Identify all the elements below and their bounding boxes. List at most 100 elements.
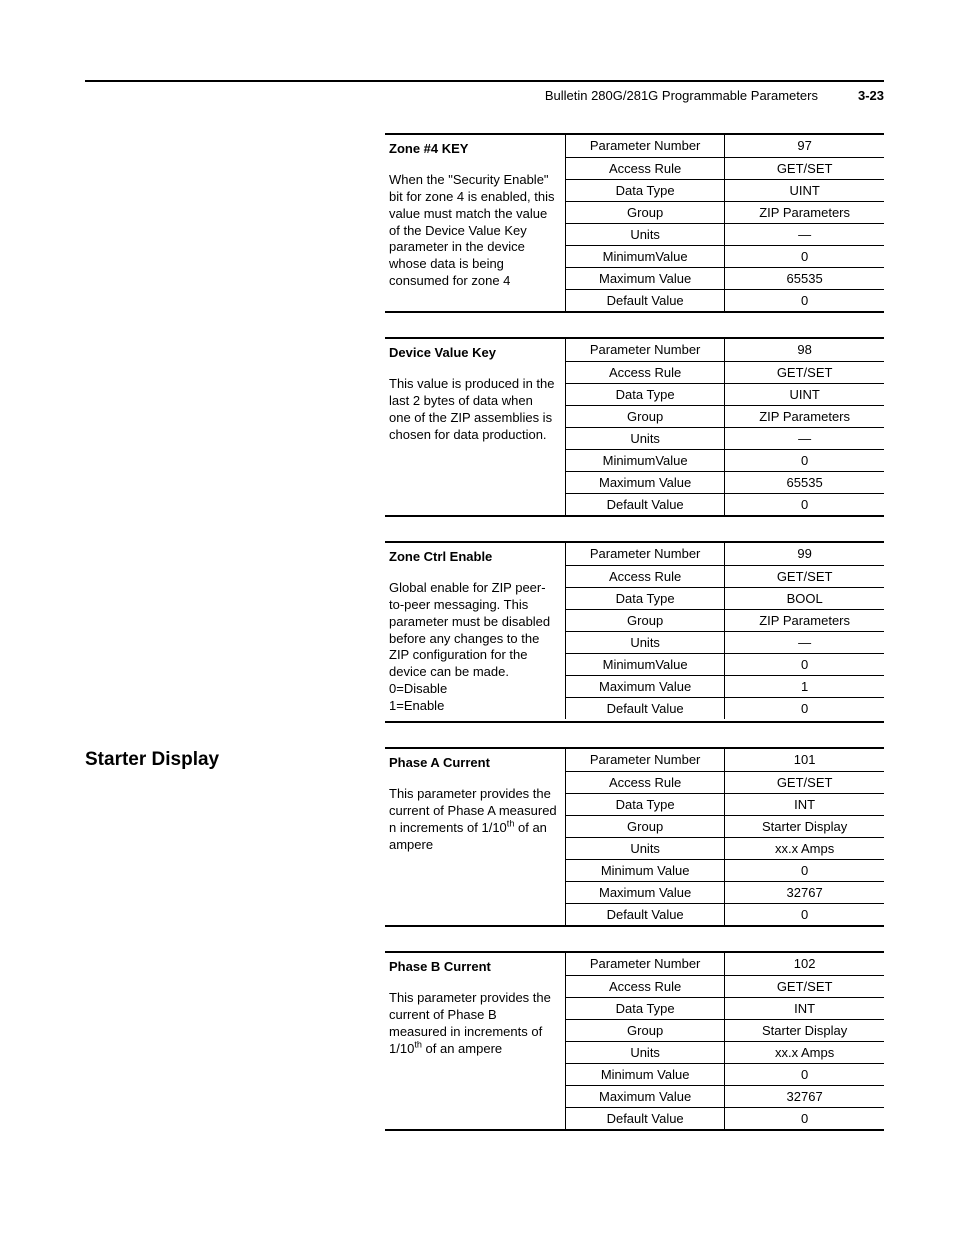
row-value: GET/SET — [725, 771, 884, 793]
row-label: Units — [566, 1041, 725, 1063]
table-row: Access RuleGET/SET — [566, 361, 885, 383]
row-label: Group — [566, 1019, 725, 1041]
table-row: Parameter Number99 — [566, 543, 885, 565]
table-row: Access RuleGET/SET — [566, 157, 885, 179]
row-label: Group — [566, 201, 725, 223]
row-label: Parameter Number — [566, 339, 725, 361]
row-label: Group — [566, 405, 725, 427]
row-label: Units — [566, 427, 725, 449]
row-value: 0 — [725, 1107, 884, 1129]
table-row: Default Value0 — [566, 903, 885, 925]
table-row: Maximum Value32767 — [566, 881, 885, 903]
row-value: 1 — [725, 675, 884, 697]
table-row: Default Value0 — [566, 697, 885, 719]
row-label: Default Value — [566, 903, 725, 925]
table-row: GroupZIP Parameters — [566, 609, 885, 631]
param-row: Zone #4 KEY When the "Security Enable" bi… — [85, 133, 884, 313]
param-table: Parameter Number102Access RuleGET/SETDat… — [565, 953, 884, 1129]
row-value: UINT — [725, 383, 884, 405]
table-row: Minimum Value0 — [566, 1063, 885, 1085]
param-desc-body: When the "Security Enable" bit for zone … — [389, 172, 557, 290]
table-row: GroupStarter Display — [566, 815, 885, 837]
row-value: UINT — [725, 179, 884, 201]
row-label: Parameter Number — [566, 953, 725, 975]
row-value: GET/SET — [725, 361, 884, 383]
param-table-wrap: Parameter Number99Access RuleGET/SETData… — [565, 543, 884, 721]
param-title: Zone Ctrl Enable — [389, 549, 557, 566]
param-table: Parameter Number99Access RuleGET/SETData… — [565, 543, 884, 719]
row-value: BOOL — [725, 587, 884, 609]
row-label: Group — [566, 609, 725, 631]
table-row: Data TypeUINT — [566, 179, 885, 201]
param-block: Phase A Current This parameter provides t… — [385, 747, 884, 927]
param-block: Device Value Key This value is produced i… — [385, 337, 884, 517]
table-row: Default Value0 — [566, 289, 885, 311]
param-row: Phase B CurrentThis parameter provides t… — [85, 951, 884, 1131]
row-value: 0 — [725, 903, 884, 925]
row-value: 65535 — [725, 267, 884, 289]
param-title: Device Value Key — [389, 345, 557, 362]
header-pageno: 3-23 — [858, 88, 884, 103]
param-desc-body: This value is produced in the last 2 byt… — [389, 376, 557, 444]
param-table-wrap: Parameter Number102Access RuleGET/SETDat… — [565, 953, 884, 1129]
row-value: GET/SET — [725, 565, 884, 587]
table-row: Units— — [566, 223, 885, 245]
table-row: Unitsxx.x Amps — [566, 1041, 885, 1063]
row-value: 0 — [725, 493, 884, 515]
table-row: Data TypeUINT — [566, 383, 885, 405]
row-value: 101 — [725, 749, 884, 771]
row-value: ZIP Parameters — [725, 609, 884, 631]
param-table-wrap: Parameter Number98Access RuleGET/SETData… — [565, 339, 884, 515]
header-title: Bulletin 280G/281G Programmable Paramete… — [545, 88, 818, 103]
param-table-wrap: Parameter Number97Access RuleGET/SETData… — [565, 135, 884, 311]
param-table: Parameter Number98Access RuleGET/SETData… — [565, 339, 884, 515]
param-desc: Phase B CurrentThis parameter provides t… — [385, 953, 565, 1129]
row-value: 0 — [725, 289, 884, 311]
param-title: Phase A Current — [389, 755, 557, 772]
row-value: 99 — [725, 543, 884, 565]
row-value: 65535 — [725, 471, 884, 493]
table-row: MinimumValue0 — [566, 449, 885, 471]
row-value: 0 — [725, 449, 884, 471]
table-row: Maximum Value65535 — [566, 471, 885, 493]
row-value: 0 — [725, 859, 884, 881]
row-label: Data Type — [566, 179, 725, 201]
row-value: — — [725, 223, 884, 245]
row-label: Group — [566, 815, 725, 837]
row-value: xx.x Amps — [725, 837, 884, 859]
table-row: Default Value0 — [566, 1107, 885, 1129]
row-label: Data Type — [566, 997, 725, 1019]
table-row: Parameter Number98 — [566, 339, 885, 361]
table-row: Access RuleGET/SET — [566, 771, 885, 793]
row-label: Parameter Number — [566, 135, 725, 157]
table-row: Data TypeINT — [566, 793, 885, 815]
param-desc-body: This parameter provides the current of P… — [389, 786, 557, 854]
param-title: Zone #4 KEY — [389, 141, 557, 158]
table-row: Maximum Value65535 — [566, 267, 885, 289]
row-value: 0 — [725, 1063, 884, 1085]
row-label: Parameter Number — [566, 543, 725, 565]
row-value: ZIP Parameters — [725, 405, 884, 427]
table-row: Default Value0 — [566, 493, 885, 515]
param-block: Phase B CurrentThis parameter provides t… — [385, 951, 884, 1131]
param-title: Phase B Current — [389, 959, 557, 976]
row-label: Maximum Value — [566, 675, 725, 697]
row-label: Units — [566, 631, 725, 653]
table-row: Unitsxx.x Amps — [566, 837, 885, 859]
param-row: Device Value Key This value is produced i… — [85, 337, 884, 517]
section-left: Starter Display — [85, 747, 385, 771]
row-value: 98 — [725, 339, 884, 361]
table-row: Access RuleGET/SET — [566, 975, 885, 997]
row-label: Data Type — [566, 793, 725, 815]
row-value: ZIP Parameters — [725, 201, 884, 223]
page-header: Bulletin 280G/281G Programmable Paramete… — [85, 88, 884, 103]
row-label: Maximum Value — [566, 1085, 725, 1107]
param-desc: Phase A Current This parameter provides t… — [385, 749, 565, 925]
table-row: Data TypeINT — [566, 997, 885, 1019]
row-value: 32767 — [725, 881, 884, 903]
param-table: Parameter Number101Access RuleGET/SETDat… — [565, 749, 884, 925]
param-table-wrap: Parameter Number101Access RuleGET/SETDat… — [565, 749, 884, 925]
param-block: Zone Ctrl EnableGlobal enable for ZIP pe… — [385, 541, 884, 723]
table-row: Units— — [566, 631, 885, 653]
param-desc: Device Value Key This value is produced i… — [385, 339, 565, 515]
